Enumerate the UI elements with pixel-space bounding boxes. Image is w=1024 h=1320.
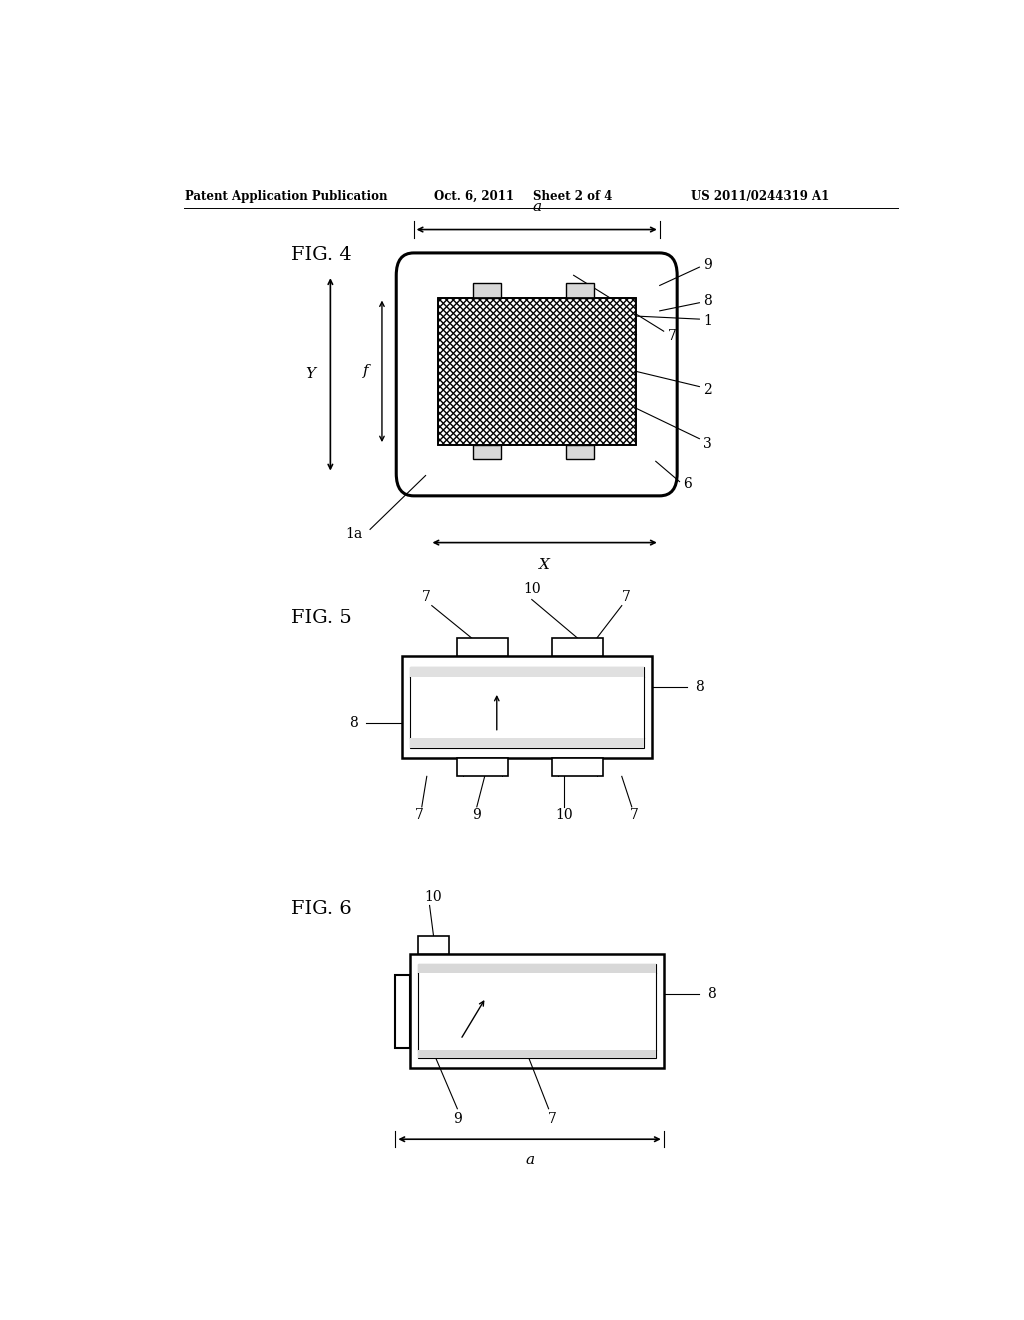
Text: Y: Y [305,367,315,381]
Text: 7: 7 [668,329,677,343]
Bar [457,638,508,656]
Text: FIG. 6: FIG. 6 [291,899,351,917]
Bar [437,297,636,445]
Text: 10: 10 [555,808,573,822]
Text: 9: 9 [703,259,712,272]
Text: 7: 7 [422,590,431,605]
Text: 3: 3 [703,437,712,450]
Text: 1a: 1a [345,528,362,541]
Text: Oct. 6, 2011: Oct. 6, 2011 [433,190,514,202]
Text: 9: 9 [453,1111,462,1126]
Text: f: f [364,364,369,379]
Bar [410,738,644,748]
Text: X: X [540,558,550,572]
Text: 9: 9 [472,808,481,822]
Text: Sheet 2 of 4: Sheet 2 of 4 [532,190,612,202]
Text: 2: 2 [703,383,712,396]
Bar [473,445,501,459]
Bar [410,954,664,1068]
Text: 10: 10 [523,582,541,597]
Text: 7: 7 [415,808,424,822]
Text: Patent Application Publication: Patent Application Publication [185,190,388,202]
Bar [566,445,594,459]
Text: 10: 10 [425,890,442,904]
Bar [566,284,594,297]
Text: 7: 7 [548,1111,557,1126]
Bar [552,638,603,656]
Text: US 2011/0244319 A1: US 2011/0244319 A1 [691,190,829,202]
Bar [395,974,410,1048]
Text: 7: 7 [630,808,639,822]
Bar [410,667,644,748]
Bar [418,965,655,973]
Bar [410,667,644,677]
FancyBboxPatch shape [396,253,677,496]
Text: FIG. 4: FIG. 4 [291,246,351,264]
Text: 8: 8 [708,987,716,1001]
Bar [418,1049,655,1057]
Text: 7: 7 [623,590,631,605]
Text: a: a [525,1152,535,1167]
Bar [437,297,636,445]
Bar [437,297,636,445]
Text: 1: 1 [703,314,713,329]
Bar [457,758,508,776]
Text: 8: 8 [695,680,705,694]
Bar [473,284,501,297]
Text: a: a [532,201,542,214]
Bar [437,297,636,445]
Text: 8: 8 [703,293,712,308]
Text: FIG. 5: FIG. 5 [291,609,351,627]
Text: 6: 6 [684,477,692,491]
Bar [418,965,655,1057]
Bar [401,656,651,758]
Bar [418,936,450,954]
Bar [552,758,603,776]
Text: 8: 8 [349,715,358,730]
